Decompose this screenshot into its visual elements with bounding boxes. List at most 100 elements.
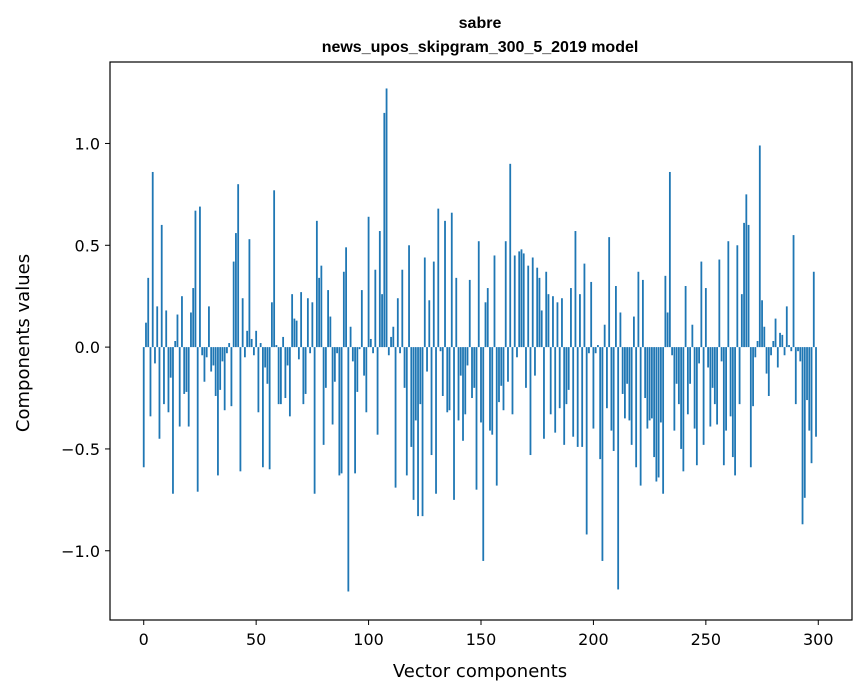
bar-18: [183, 347, 186, 394]
bar-105: [378, 231, 381, 348]
bar-60: [277, 347, 280, 405]
bar-154: [489, 347, 491, 431]
bar-299: [815, 347, 817, 437]
bar-28: [205, 347, 208, 358]
bar-234: [668, 171, 671, 348]
bar-174: [534, 347, 536, 376]
bar-261: [729, 347, 732, 417]
bar-103: [374, 269, 377, 348]
bar-78: [318, 277, 321, 348]
bar-135: [446, 347, 449, 413]
bar-147: [473, 347, 476, 388]
bar-91: [347, 347, 350, 592]
bar-161: [504, 241, 507, 348]
bar-151: [482, 347, 485, 561]
bar-241: [684, 286, 687, 348]
bar-46: [246, 330, 249, 348]
bar-10: [165, 310, 168, 348]
bar-226: [650, 347, 653, 419]
bar-183: [554, 347, 557, 433]
bar-90: [345, 247, 347, 348]
bar-186: [561, 298, 563, 348]
bar-289: [792, 235, 795, 348]
bar-79: [320, 265, 323, 348]
bar-109: [387, 347, 390, 356]
bar-81: [324, 347, 327, 388]
y-axis-label: Components values: [13, 254, 34, 432]
bar-253: [711, 347, 714, 388]
bar-38: [228, 343, 231, 348]
bar-35: [221, 347, 224, 362]
bar-117: [405, 347, 408, 476]
bar-1: [145, 322, 147, 348]
bar-32: [214, 347, 217, 396]
bar-33: [217, 347, 219, 476]
bar-95: [356, 347, 359, 392]
bar-269: [747, 224, 750, 348]
bar-129: [432, 261, 435, 348]
bar-48: [250, 338, 253, 348]
bar-132: [439, 347, 442, 352]
bar-44: [241, 298, 244, 348]
bar-184: [556, 302, 559, 348]
bar-142: [462, 347, 464, 441]
bar-9: [163, 347, 165, 405]
bar-296: [808, 347, 811, 431]
y-tick-label: 1.0: [75, 134, 100, 153]
bar-198: [588, 347, 590, 354]
bar-239: [680, 347, 683, 449]
bar-66: [291, 294, 294, 348]
bar-116: [403, 347, 406, 388]
bar-30: [210, 347, 213, 372]
bar-98: [363, 347, 365, 376]
bar-218: [633, 316, 635, 348]
bar-52: [259, 343, 262, 348]
bar-221: [639, 347, 642, 486]
bar-220: [637, 271, 640, 348]
bar-40: [232, 261, 235, 348]
bar-267: [743, 222, 745, 348]
bar-211: [617, 347, 620, 590]
bar-297: [810, 347, 813, 464]
bar-243: [689, 347, 692, 384]
bar-285: [783, 347, 786, 356]
bar-41: [235, 233, 237, 348]
bar-122: [417, 347, 419, 517]
bar-94: [354, 347, 356, 474]
bar-280: [772, 341, 775, 348]
bar-217: [630, 347, 633, 445]
bar-119: [410, 347, 413, 447]
bar-50: [255, 330, 258, 348]
bar-164: [511, 347, 514, 415]
bar-204: [601, 347, 604, 561]
bar-112: [394, 347, 397, 488]
bar-58: [273, 190, 276, 348]
bar-245: [693, 347, 696, 429]
bar-126: [426, 347, 428, 372]
bar-0: [142, 347, 145, 468]
bar-16: [178, 347, 181, 427]
bar-97: [360, 290, 363, 348]
bar-80: [322, 347, 325, 445]
bar-25: [199, 206, 201, 348]
bar-170: [525, 347, 527, 388]
bar-189: [567, 347, 570, 390]
bar-227: [653, 347, 656, 458]
bar-125: [423, 257, 426, 348]
chart-subtitle: news_upos_skipgram_300_5_2019 model: [322, 39, 639, 56]
bar-57: [270, 302, 273, 348]
bar-213: [621, 347, 624, 394]
bar-230: [659, 347, 662, 423]
bar-123: [419, 347, 422, 405]
bar-27: [203, 347, 206, 382]
bar-175: [536, 267, 539, 348]
bar-4: [151, 171, 154, 348]
bar-247: [698, 347, 700, 364]
bar-73: [306, 298, 309, 348]
bar-229: [657, 347, 660, 478]
bar-168: [520, 249, 523, 348]
x-tick-label: 150: [466, 630, 497, 649]
bar-187: [563, 347, 566, 445]
bar-2: [147, 277, 150, 348]
bar-131: [437, 208, 440, 348]
